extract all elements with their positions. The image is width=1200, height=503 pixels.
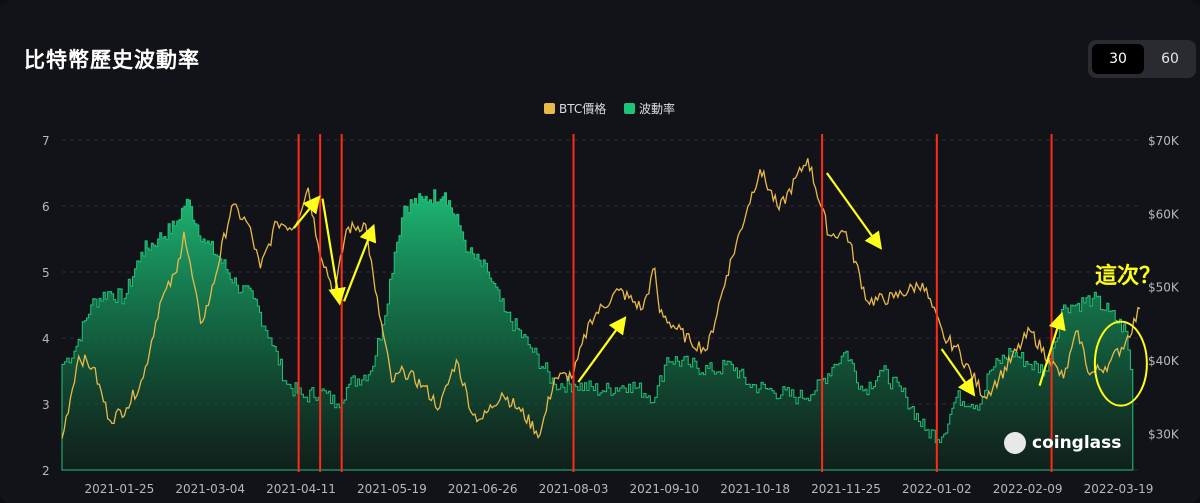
x-tick-label: 2022-01-02 [902,482,972,496]
y-left-tick-label: 6 [42,200,50,214]
legend-swatch-volatility [624,103,635,114]
trend-arrow [321,198,346,306]
legend-swatch-price [544,103,555,114]
series-btc-price-line [61,158,1141,439]
y-left-tick-label: 5 [42,266,50,280]
trend-arrow [577,316,627,383]
chart-title: 比特幣歷史波動率 [24,48,200,72]
x-tick-label: 2022-03-19 [1084,482,1154,496]
y-left-tick-label: 2 [42,464,50,478]
period-option-60[interactable]: 60 [1161,51,1179,67]
trend-arrow [825,172,883,250]
y-left-tick-label: 3 [42,398,50,412]
y-right-tick-label: $60K [1148,207,1180,221]
annotation-text: 這次？ [1095,263,1161,289]
trend-arrow [940,348,976,397]
trend-arrow [343,223,377,302]
watermark-text: coinglass [1032,433,1122,453]
y-right-tick-label: $70K [1148,134,1180,148]
y-right-tick-label: $30K [1148,427,1180,441]
trend-arrow [293,195,321,229]
legend-label-volatility: 波動率 [639,101,675,116]
x-tick-label: 2021-01-25 [84,482,154,496]
y-right-tick-label: $40K [1148,354,1180,368]
y-right-tick-label: $50K [1148,281,1180,295]
x-tick-label: 2021-11-25 [811,482,881,496]
watermark: coinglass [1004,432,1121,454]
series-volatility-area [61,189,1134,471]
period-option-30[interactable]: 30 [1092,44,1144,74]
y-left-tick-label: 7 [42,134,50,148]
x-tick-label: 2022-02-09 [993,482,1063,496]
highlight-ellipse [1093,320,1148,407]
x-tick-label: 2021-04-11 [266,482,336,496]
period-toggle: 30 60 [1088,40,1196,78]
x-tick-label: 2021-09-10 [629,482,699,496]
coinglass-logo-icon [1004,432,1026,454]
x-tick-label: 2021-05-19 [357,482,427,496]
x-tick-label: 2021-08-03 [539,482,609,496]
x-tick-label: 2021-06-26 [448,482,518,496]
x-tick-label: 2021-03-04 [175,482,245,496]
trend-arrow [1038,311,1066,386]
y-left-tick-label: 4 [42,332,50,346]
legend-label-price: BTC價格 [559,101,606,116]
x-tick-label: 2021-10-18 [720,482,790,496]
